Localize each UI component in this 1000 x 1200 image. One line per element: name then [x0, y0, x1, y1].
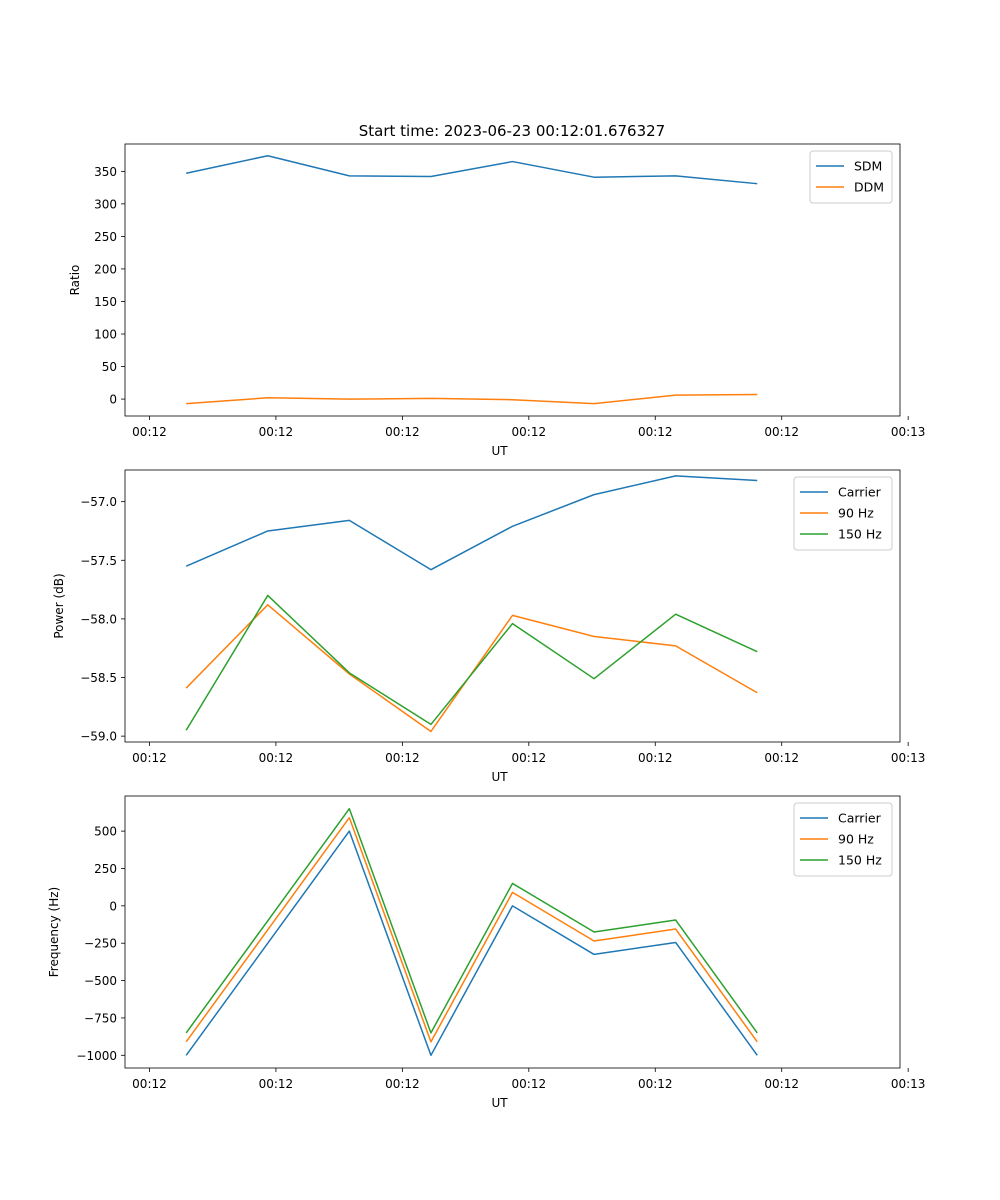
- x-tick-label: 00:12: [512, 751, 547, 765]
- series-line-ddm: [186, 393, 758, 405]
- y-tick-label: 50: [102, 360, 117, 374]
- subplot-1: 00:12 00:12 00:12 00:12 00:12 00:12 00:13 0 50 10…: [68, 143, 926, 458]
- x-tick-label: 00:12: [385, 751, 420, 765]
- x-tick-label: 00:12: [259, 751, 294, 765]
- y-tick-label: −57.5: [80, 554, 117, 568]
- plot-frame: [124, 143, 901, 417]
- x-tick-label: 00:12: [764, 1077, 799, 1091]
- series-line-90-hz: [185, 604, 758, 733]
- x-tick-label: 00:12: [132, 751, 167, 765]
- figure-title: Start time: 2023-06-23 00:12:01.676327: [359, 122, 665, 140]
- legend: Carrier 90 Hz 150 Hz: [793, 476, 893, 551]
- series-line-90-hz: [185, 816, 758, 1043]
- y-tick-label: 200: [94, 262, 117, 276]
- series-line-carrier: [185, 475, 758, 571]
- legend-entry: 90 Hz: [838, 506, 874, 521]
- x-tick-label: 00:12: [132, 1077, 167, 1091]
- x-tick-label: 00:12: [259, 1077, 294, 1091]
- x-tick-label: 00:12: [385, 1077, 420, 1091]
- x-tick-label: 00:13: [891, 751, 926, 765]
- legend-entry: 150 Hz: [838, 527, 882, 542]
- y-axis-label: Ratio: [68, 265, 82, 296]
- legend-entry: Carrier: [838, 811, 882, 826]
- subplot-3: 00:12 00:12 00:12 00:12 00:12 00:12 00:13 −1000…: [47, 795, 926, 1110]
- legend-entry: 150 Hz: [838, 853, 882, 868]
- x-tick-label: 00:12: [132, 425, 167, 439]
- x-tick-label: 00:12: [638, 1077, 673, 1091]
- subplot-2: 00:12 00:12 00:12 00:12 00:12 00:12 00:13 −59.0…: [52, 469, 926, 784]
- y-tick-label: −59.0: [80, 730, 117, 744]
- x-tick-label: 00:13: [891, 425, 926, 439]
- x-tick-label: 00:13: [891, 1077, 926, 1091]
- series-line-carrier: [185, 830, 758, 1057]
- legend-entry: SDM: [854, 159, 882, 174]
- y-tick-label: −58.5: [80, 671, 117, 685]
- plot-frame: [124, 469, 901, 743]
- y-tick-label: 250: [94, 230, 117, 244]
- series-line-sdm: [186, 154, 758, 185]
- y-tick-label: −500: [84, 974, 117, 988]
- y-tick-label: 0: [109, 393, 117, 407]
- y-tick-label: 100: [94, 328, 117, 342]
- x-tick-label: 00:12: [512, 1077, 547, 1091]
- series-line-150-hz: [185, 807, 758, 1034]
- y-axis-label: Frequency (Hz): [47, 887, 61, 978]
- legend: Carrier 90 Hz 150 Hz: [793, 802, 893, 877]
- legend-box: [793, 802, 893, 877]
- series-line-150-hz: [185, 594, 758, 731]
- legend-box: [809, 150, 893, 204]
- y-tick-label: −57.0: [80, 495, 117, 509]
- x-tick-label: 00:12: [385, 425, 420, 439]
- y-tick-label: 0: [109, 899, 117, 913]
- y-tick-label: −250: [84, 937, 117, 951]
- x-axis-label: UT: [491, 770, 508, 784]
- y-tick-label: 250: [94, 862, 117, 876]
- legend: SDM DDM: [809, 150, 893, 204]
- x-tick-label: 00:12: [638, 425, 673, 439]
- legend-box: [793, 476, 893, 551]
- y-tick-label: −58.0: [80, 612, 117, 626]
- y-tick-label: 350: [94, 165, 117, 179]
- legend-entry: 90 Hz: [838, 832, 874, 847]
- x-tick-label: 00:12: [512, 425, 547, 439]
- x-tick-label: 00:12: [638, 751, 673, 765]
- y-tick-label: 150: [94, 295, 117, 309]
- legend-entry: Carrier: [838, 485, 882, 500]
- y-tick-label: 500: [94, 825, 117, 839]
- x-tick-label: 00:12: [764, 425, 799, 439]
- y-tick-label: 300: [94, 197, 117, 211]
- y-axis-label: Power (dB): [52, 573, 66, 638]
- x-tick-label: 00:12: [764, 751, 799, 765]
- x-tick-label: 00:12: [259, 425, 294, 439]
- x-axis-label: UT: [491, 444, 508, 458]
- y-tick-label: −750: [84, 1011, 117, 1025]
- legend-entry: DDM: [854, 180, 884, 195]
- x-axis-label: UT: [491, 1096, 508, 1110]
- y-tick-label: −1000: [76, 1049, 117, 1063]
- plot-frame: [124, 795, 901, 1069]
